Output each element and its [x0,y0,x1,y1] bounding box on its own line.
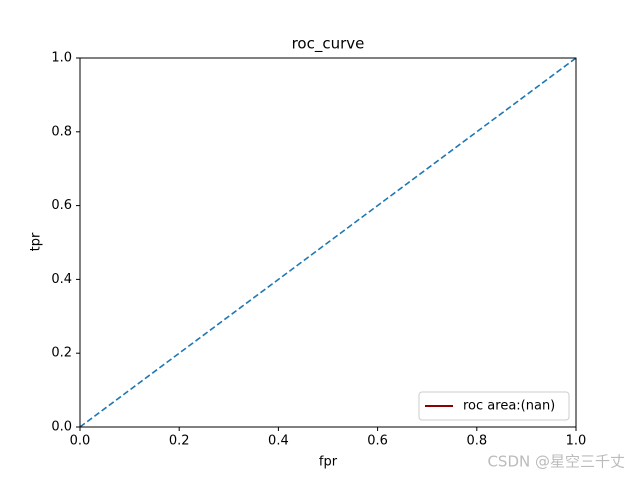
y-axis-label: tpr [29,232,44,251]
y-tick-label: 0.0 [51,420,72,435]
legend-label: roc area:(nan) [463,399,555,414]
y-tick-label: 1.0 [51,51,72,66]
y-tick-label: 0.4 [51,272,72,287]
legend-box [418,391,570,421]
x-tick-label: 0.8 [466,434,487,449]
chart-title: roc_curve [292,35,365,54]
y-tick-label: 0.6 [51,198,72,213]
x-axis-label: fpr [319,455,338,470]
y-tick-label: 0.2 [51,346,72,361]
series-line [79,57,577,428]
plot-frame [79,57,577,428]
x-tick-label: 0.2 [169,434,190,449]
watermark: CSDN @星空三千丈 [487,453,625,471]
x-tick-label: 0.0 [70,434,91,449]
y-tick-label: 0.8 [51,124,72,139]
x-tick-label: 1.0 [566,434,587,449]
x-tick-label: 0.6 [367,434,388,449]
x-tick-label: 0.4 [268,434,289,449]
